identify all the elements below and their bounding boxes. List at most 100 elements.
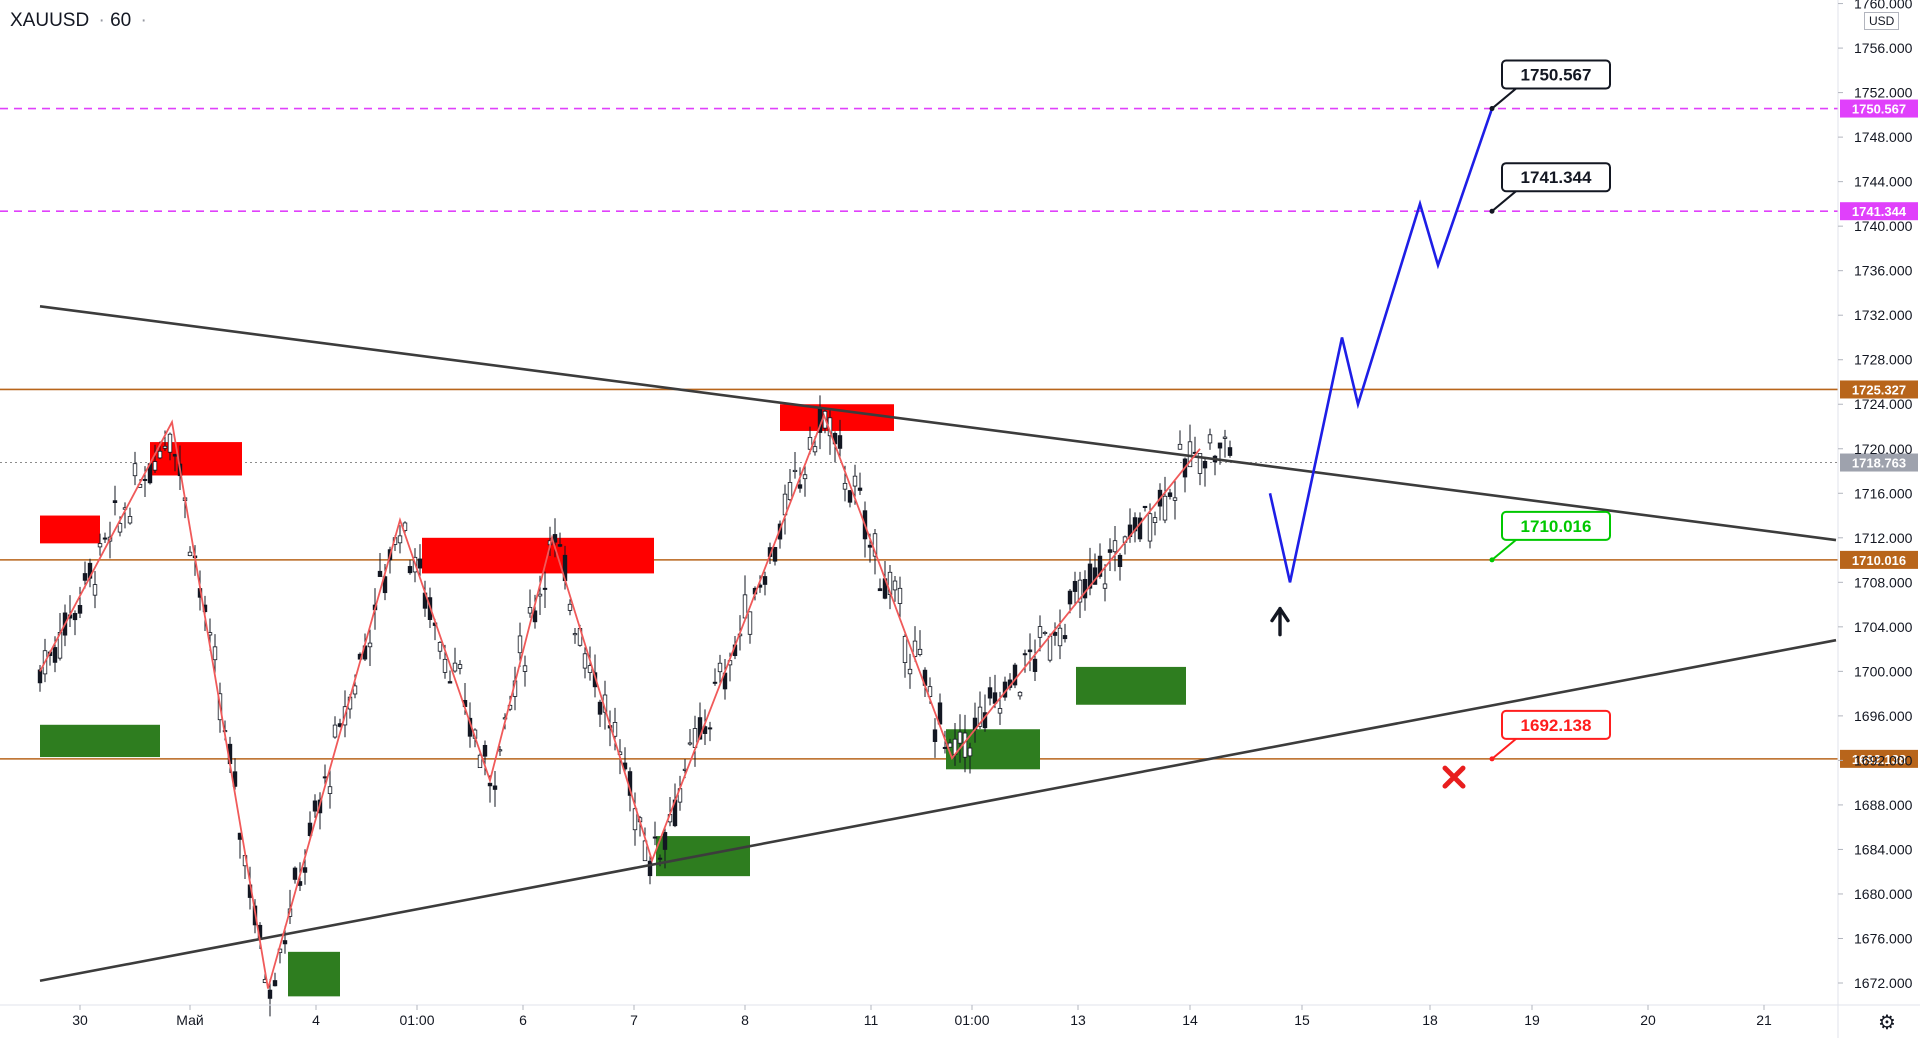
- callout-anchor: [1489, 106, 1495, 112]
- x-tick-label: 01:00: [954, 1012, 989, 1028]
- callout-pointer: [1491, 539, 1517, 561]
- symbol-title[interactable]: XAUUSD · 60 ·: [10, 10, 147, 31]
- candle-body: [1052, 632, 1058, 636]
- x-tick-label: 30: [72, 1012, 88, 1028]
- candle-body: [912, 640, 918, 657]
- x-tick-label: 11: [864, 1012, 879, 1028]
- callout-pointer: [1491, 738, 1517, 760]
- candle-body: [497, 749, 503, 752]
- candle-body: [397, 535, 403, 544]
- currency-label[interactable]: USD: [1864, 12, 1900, 30]
- candle-body: [707, 727, 713, 730]
- candle-body: [282, 940, 288, 945]
- candle-body: [452, 662, 458, 672]
- candle-body: [407, 566, 413, 574]
- candle-body: [1107, 549, 1113, 553]
- y-tick-label: 1740.000: [1854, 218, 1913, 234]
- candle-body: [572, 633, 578, 636]
- y-tick-label: 1716.000: [1854, 485, 1913, 501]
- projection-path: [1268, 108, 1494, 583]
- price-level-tag: [1840, 380, 1918, 399]
- candle-body: [797, 484, 803, 489]
- x-tick-label: 20: [1640, 1012, 1656, 1028]
- candle-body: [162, 445, 168, 449]
- x-tick-label: 6: [519, 1012, 527, 1028]
- supply-zone: [40, 515, 100, 544]
- x-tick-label: 18: [1422, 1012, 1438, 1028]
- x-tick-label: 8: [741, 1012, 749, 1028]
- callout-anchor: [1489, 756, 1495, 762]
- candle-body: [927, 686, 933, 697]
- candle-body: [1167, 492, 1173, 497]
- y-tick-label: 1692.000: [1854, 752, 1913, 768]
- y-tick-label: 1696.000: [1854, 708, 1913, 724]
- candle-body: [332, 724, 338, 738]
- y-tick-label: 1728.000: [1854, 352, 1913, 368]
- price-level-tag-label: 1718.763: [1852, 456, 1906, 471]
- candle-body: [657, 857, 663, 860]
- candle-body: [417, 558, 423, 569]
- y-tick-label: 1712.000: [1854, 530, 1913, 546]
- candle-body: [977, 706, 983, 727]
- demand-zone: [288, 951, 340, 997]
- callout-box: [1501, 510, 1611, 541]
- callout-pointer: [1491, 190, 1517, 212]
- callout-label: 1710.016: [1521, 517, 1592, 536]
- candle-body: [1227, 447, 1233, 456]
- candle-body: [272, 980, 278, 987]
- candle-body: [647, 860, 653, 877]
- candle-body: [52, 647, 58, 663]
- candle-body: [97, 543, 103, 548]
- y-tick-label: 1720.000: [1854, 441, 1913, 457]
- x-tick-label: 19: [1524, 1012, 1540, 1028]
- x-tick-label: 14: [1182, 1012, 1198, 1028]
- candle-body: [1117, 554, 1123, 568]
- candle-body: [327, 786, 333, 794]
- candle-body: [537, 593, 543, 597]
- candle-body: [1137, 517, 1143, 540]
- candle-body: [717, 662, 723, 673]
- settings-gear-icon[interactable]: ⚙: [1878, 1012, 1896, 1034]
- candle-body: [267, 989, 273, 999]
- supply-zone: [422, 537, 654, 574]
- callout-label: 1750.567: [1521, 66, 1592, 85]
- candle-body: [302, 867, 308, 873]
- price-level-tag: [1840, 550, 1918, 569]
- price-level-tag-label: 1692.138: [1852, 752, 1906, 767]
- symbol-name: XAUUSD: [10, 10, 90, 31]
- stop-x-icon: [1442, 765, 1466, 789]
- candle-body: [747, 611, 753, 635]
- candle-body: [962, 732, 968, 758]
- candle-body: [1097, 555, 1103, 577]
- candle-body: [1017, 691, 1023, 697]
- callout-label: 1692.138: [1521, 716, 1592, 735]
- callout-anchor: [1489, 208, 1495, 214]
- demand-zone: [1076, 666, 1186, 705]
- candle-body: [92, 584, 98, 596]
- y-tick-label: 1732.000: [1854, 307, 1913, 323]
- candle-body: [322, 776, 328, 779]
- price-axis[interactable]: 1672.000 1676.000 1680.000 1684.000 1688.000…: [1838, 0, 1913, 991]
- candle-body: [632, 808, 638, 831]
- candle-body: [127, 516, 133, 524]
- candle-body: [1177, 443, 1183, 450]
- candle-body: [1197, 453, 1203, 474]
- candle-body: [1077, 579, 1083, 603]
- candle-body: [532, 610, 538, 623]
- candle-body: [1032, 658, 1038, 672]
- trendline-upper: [39, 305, 1837, 542]
- candle-body: [37, 669, 43, 684]
- time-axis[interactable]: 30 Май 4 01:00 6 7 8 11 01:00 13 14 15 18 19 20 21: [72, 1005, 1772, 1028]
- callout-box: [1501, 709, 1611, 740]
- candle-body: [292, 867, 298, 880]
- candle-body: [377, 570, 383, 577]
- candle-body: [892, 580, 898, 591]
- candle-body: [157, 450, 163, 459]
- candle-body: [762, 576, 768, 585]
- candle-body: [1142, 505, 1148, 508]
- price-level-tag-label: 1710.016: [1852, 553, 1906, 568]
- y-tick-label: 1752.000: [1854, 85, 1913, 101]
- callout-box: [1501, 162, 1611, 193]
- candle-body: [1172, 497, 1178, 501]
